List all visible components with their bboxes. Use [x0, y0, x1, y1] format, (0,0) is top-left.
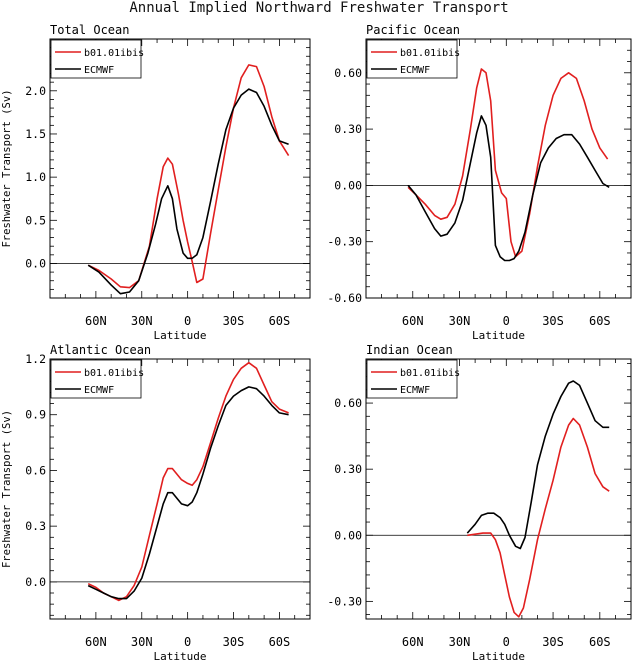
x-tick-label: 30N	[131, 635, 153, 649]
y-axis-label: Freshwater Transport (Sv)	[1, 410, 13, 568]
series-line-b01-01ibis	[407, 68, 609, 258]
x-axis-label: Latitude	[472, 329, 525, 342]
x-tick-label: 60S	[589, 314, 611, 328]
legend-label: b01.01ibis	[84, 48, 144, 59]
legend-label: ECMWF	[84, 65, 114, 76]
x-tick-label: 30S	[542, 635, 564, 649]
series-line-b01-01ibis	[467, 417, 610, 618]
y-tick-label: -0.60	[327, 291, 362, 305]
panel-title: Atlantic Ocean	[50, 343, 151, 357]
y-tick-label: 0.30	[334, 462, 362, 476]
y-tick-label: 0.00	[334, 178, 362, 192]
legend-box	[50, 359, 142, 399]
legend-box	[50, 39, 142, 79]
x-tick-label: 30S	[223, 635, 245, 649]
y-tick-label: 2.0	[25, 84, 46, 98]
series-line-ecmwf	[466, 380, 610, 550]
x-tick-label: 30S	[223, 314, 245, 328]
x-tick-label: 60S	[269, 635, 291, 649]
x-tick-label: 60N	[85, 635, 107, 649]
x-tick-label: 60S	[589, 635, 611, 649]
panel-atlantic-ocean: 60N 30N 0 30S 60S 0.0 0.3 0.6 0.9 1.2 Atlantic Oce…	[1, 343, 311, 661]
y-axis-label: Freshwater Transport (Sv)	[1, 89, 13, 247]
y-tick-label: 0.0	[25, 256, 46, 270]
legend-label: ECMWF	[400, 65, 430, 76]
x-tick-label: 60N	[402, 314, 424, 328]
y-tick-label: 0.3	[25, 519, 46, 533]
panel-pacific-ocean: 60N 30N 0 30S 60S -0.60 -0.30 0.00 0.30 0.60 Pacif…	[327, 23, 632, 342]
legend-label: b01.01ibis	[400, 48, 460, 59]
x-tick-label: 0	[184, 635, 191, 649]
y-tick-label: 0.60	[334, 66, 362, 80]
y-tick-label: 0.60	[334, 396, 362, 410]
legend-box	[366, 39, 458, 79]
legend-label: b01.01ibis	[84, 368, 144, 379]
panel-title: Indian Ocean	[366, 343, 453, 357]
legend-box	[366, 359, 458, 399]
x-tick-label: 60N	[402, 635, 424, 649]
x-tick-label: 0	[503, 314, 510, 328]
x-tick-label: 30N	[449, 635, 471, 649]
series-line-b01-01ibis	[87, 361, 289, 602]
y-tick-label: 1.2	[25, 352, 46, 366]
x-tick-label: 30S	[542, 314, 564, 328]
panel-indian-ocean: 60N 30N 0 30S 60S -0.30 0.00 0.30 0.60 Indian Oce…	[327, 343, 632, 661]
y-tick-label: 0.6	[25, 463, 46, 477]
y-tick-label: 1.0	[25, 170, 46, 184]
series-line-ecmwf	[407, 115, 610, 262]
x-tick-label: 30N	[449, 314, 471, 328]
x-tick-label: 0	[503, 635, 510, 649]
plot-frame	[365, 358, 632, 620]
y-tick-label: 0.5	[25, 213, 46, 227]
y-tick-label: 0.00	[334, 528, 362, 542]
series-line-b01-01ibis	[87, 64, 290, 289]
panel-total-ocean: 60N 30N 0 30S 60S 0.0 0.5 1.0 1.5 2.0 Total Ocean L…	[1, 23, 311, 342]
x-axis-label: Latitude	[154, 650, 207, 661]
series-line-ecmwf	[87, 88, 289, 295]
main-title: Annual Implied Northward Freshwater Tran…	[129, 0, 509, 16]
x-tick-label: 0	[184, 314, 191, 328]
panel-title: Total Ocean	[50, 23, 129, 37]
panel-title: Pacific Ocean	[366, 23, 460, 37]
plot-frame	[365, 38, 632, 299]
legend-label: b01.01ibis	[400, 368, 460, 379]
series-line-ecmwf	[87, 386, 289, 600]
x-tick-label: 60N	[85, 314, 107, 328]
x-tick-label: 30N	[131, 314, 153, 328]
y-tick-label: 1.5	[25, 127, 46, 141]
legend-label: ECMWF	[400, 385, 430, 396]
y-tick-label: -0.30	[327, 594, 362, 608]
y-tick-label: 0.9	[25, 408, 46, 422]
x-tick-label: 60S	[269, 314, 291, 328]
y-tick-label: -0.30	[327, 235, 362, 249]
y-tick-label: 0.0	[25, 575, 46, 589]
legend-label: ECMWF	[84, 385, 114, 396]
y-tick-label: 0.30	[334, 122, 362, 136]
x-axis-label: Latitude	[154, 329, 207, 342]
plot-frame	[49, 358, 311, 620]
x-axis-label: Latitude	[472, 650, 525, 661]
